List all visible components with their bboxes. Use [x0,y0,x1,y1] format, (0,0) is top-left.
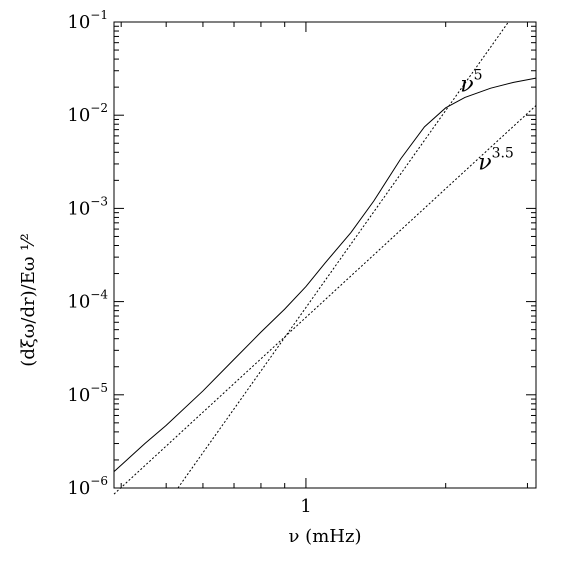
power-law-annotation: ν5 [460,67,482,97]
tick-label-exponent: −2 [90,101,108,115]
series-layer [113,21,537,495]
tick-label-base: 10 [67,478,90,499]
tick-label-exponent: −4 [90,288,108,302]
tick-label-exponent: −6 [90,474,108,488]
plot-border [113,21,537,489]
tick-label-exponent: −1 [90,8,108,22]
y-axis-label: (dξω/dr)/Eω ¹⁄² [18,233,39,366]
annotation-symbol: ν [460,72,473,97]
data-curve [113,77,537,472]
annotation-symbol: ν [478,151,491,176]
annotation-exponent: 3.5 [492,146,514,162]
tick-labels: 10−610−510−410−310−210−11 [67,8,311,517]
x-tick-label: 1 [300,496,311,517]
y-tick-label: 10−6 [67,474,108,499]
tick-label-exponent: −5 [90,381,108,395]
power-law-annotation: ν3.5 [478,146,514,176]
tick-label-base: 10 [67,105,90,126]
y-tick-label: 10−1 [67,8,108,33]
x-axis-label: ν (mHz) [289,526,362,547]
tick-label-base: 10 [67,292,90,313]
tick-label-exponent: −3 [90,194,108,208]
y-tick-label: 10−5 [67,381,108,406]
annotation-exponent: 5 [474,67,483,83]
y-tick-label: 10−4 [67,288,108,313]
plot-frame [113,21,537,489]
tick-label-base: 10 [67,12,90,33]
y-tick-label: 10−3 [67,194,108,219]
tick-label-base: 10 [67,385,90,406]
axis-ticks [114,21,536,489]
tick-label-base: 10 [67,198,90,219]
y-tick-label: 10−2 [67,101,108,126]
power-law-guide-line [177,21,509,489]
power-law-guide-line [113,105,537,495]
